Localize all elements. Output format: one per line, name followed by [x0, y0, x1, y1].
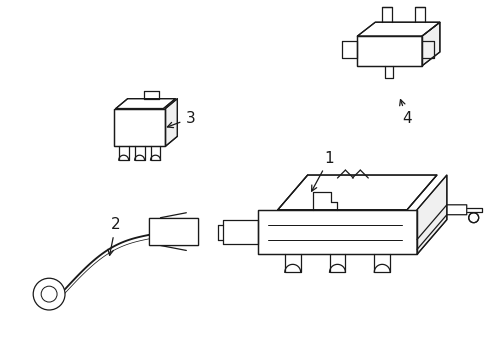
Polygon shape — [357, 36, 421, 66]
Text: 2: 2 — [108, 217, 121, 255]
Polygon shape — [148, 218, 198, 246]
Polygon shape — [165, 99, 177, 146]
Text: 4: 4 — [399, 100, 411, 126]
Polygon shape — [257, 210, 416, 255]
Polygon shape — [114, 109, 165, 146]
Polygon shape — [357, 22, 439, 36]
Polygon shape — [416, 175, 446, 255]
Text: 1: 1 — [311, 151, 334, 191]
Polygon shape — [277, 175, 436, 210]
Polygon shape — [421, 22, 439, 66]
Text: 3: 3 — [167, 111, 195, 128]
Polygon shape — [116, 99, 175, 109]
